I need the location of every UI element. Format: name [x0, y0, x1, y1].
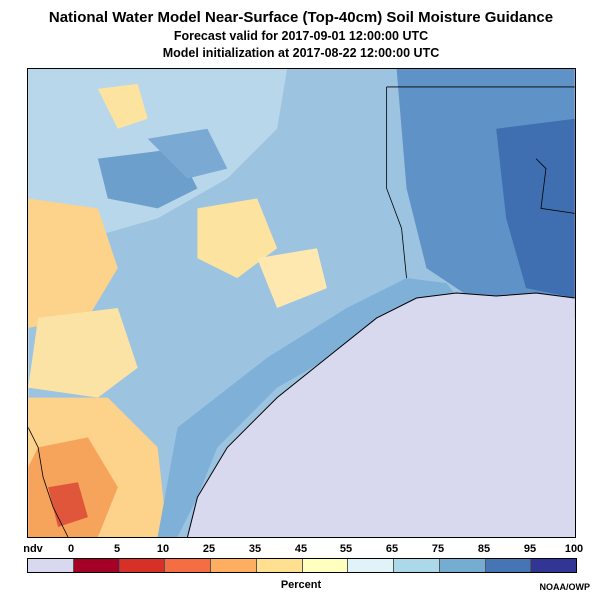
legend-label-65: 65 [385, 543, 399, 555]
map-title: National Water Model Near-Surface (Top-4… [48, 9, 554, 26]
dry-patch-west [28, 198, 118, 328]
legend-swatch [531, 559, 576, 572]
credit-text: NOAA/OWP [539, 582, 591, 592]
legend-label-45: 45 [294, 543, 308, 555]
dry-patch-central-2 [257, 248, 327, 308]
legend-swatch [394, 559, 440, 572]
legend-label-10: 10 [156, 543, 170, 555]
state-border-tx-la [386, 86, 407, 279]
mid-blue-region [97, 148, 198, 209]
legend-label-5: 5 [113, 543, 121, 555]
legend-labels: ndv 0 5 10 25 35 45 55 65 75 85 95 100 [0, 543, 602, 557]
state-border-ms [535, 158, 575, 214]
forecast-valid-line: Forecast valid for 2017-09-01 12:00:00 U… [173, 29, 429, 43]
legend-label-100: 100 [564, 543, 584, 555]
soil-moisture-map [27, 68, 576, 538]
coastline [187, 292, 575, 537]
legend-label-75: 75 [431, 543, 445, 555]
mid-blue-region-2 [147, 128, 228, 179]
dry-patch-central [197, 198, 278, 279]
east-darkest-region [496, 118, 575, 299]
legend-swatch [211, 559, 257, 572]
legend-swatch [348, 559, 394, 572]
legend-label-35: 35 [248, 543, 262, 555]
legend-label-ndv: ndv [23, 543, 43, 555]
south-texas-red [48, 482, 88, 528]
gulf-of-mexico [187, 293, 575, 537]
legend-swatch [256, 559, 303, 572]
legend-swatch [439, 559, 486, 572]
legend-label-55: 55 [339, 543, 353, 555]
legend-label-95: 95 [523, 543, 537, 555]
dry-patch-north [97, 83, 148, 129]
rio-grande-border [28, 427, 69, 537]
legend-label-0: 0 [67, 543, 75, 555]
model-init-line: Model initialization at 2017-08-22 12:00… [162, 46, 440, 60]
legend-swatch [165, 559, 211, 572]
legend-label-25: 25 [202, 543, 216, 555]
legend-unit: Percent [280, 579, 322, 591]
legend-swatch [28, 559, 74, 572]
legend-color-bar [27, 558, 577, 573]
legend-swatch [485, 559, 532, 572]
legend-swatch [119, 559, 166, 572]
legend-label-85: 85 [477, 543, 491, 555]
dry-patch-west-2 [28, 307, 138, 398]
legend-swatch [302, 559, 349, 572]
legend-swatch [73, 559, 120, 572]
